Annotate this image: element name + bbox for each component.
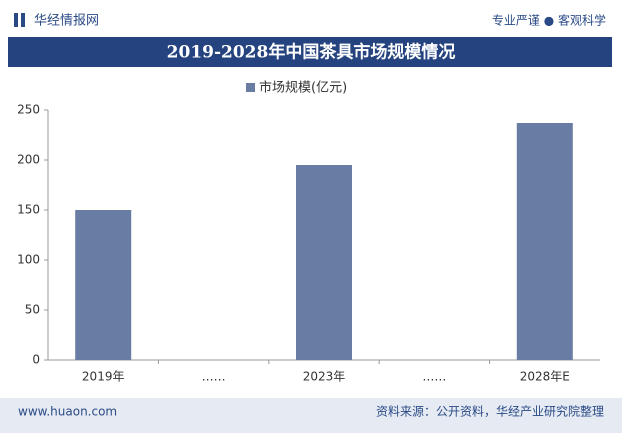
bar [516,123,573,360]
y-tick-label: 0 [32,353,40,367]
y-tick-label: 50 [25,303,40,317]
x-tick-label: 2028年E [520,370,570,384]
y-tick-label: 150 [17,203,40,217]
slogan: 专业严谨 ● 客观科学 [492,13,606,28]
footer-site: www.huaon.com [18,405,117,419]
y-tick-label: 200 [17,153,40,167]
logo-icon [14,13,18,27]
legend-label: 市场规模(亿元) [259,80,347,96]
x-tick-label: 2023年 [303,370,346,384]
chart-title: 2019-2028年中国茶具市场规模情况 [167,42,456,63]
logo-icon [21,13,25,27]
brand: 华经情报网 [34,14,99,29]
x-tick-label: …… [202,370,226,384]
x-tick-label: …… [422,370,446,384]
footer-band [0,398,622,433]
footer-source: 资料来源：公开资料，华经产业研究院整理 [376,404,604,419]
y-tick-label: 250 [17,103,40,117]
y-tick-label: 100 [17,253,40,267]
legend-swatch [246,83,255,92]
bar [75,210,132,360]
x-tick-label: 2019年 [82,370,125,384]
title-band [8,37,612,67]
bar [296,165,352,360]
